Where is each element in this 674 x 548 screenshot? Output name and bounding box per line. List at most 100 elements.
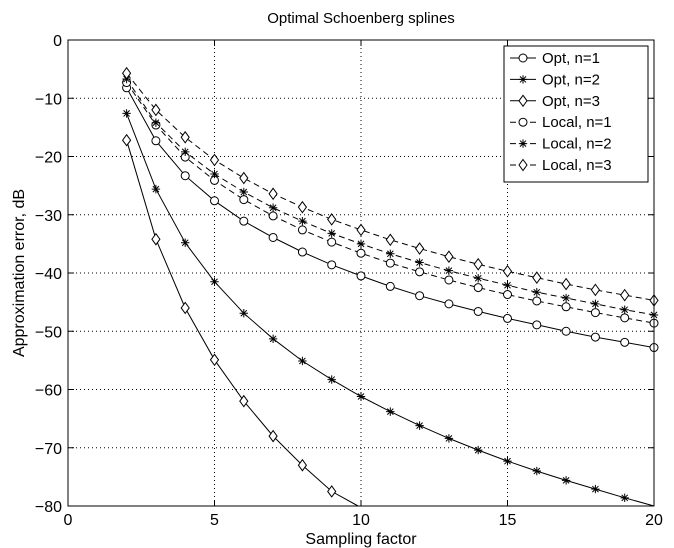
data-point-1 bbox=[590, 332, 600, 342]
legend-marker-2 bbox=[518, 75, 528, 84]
data-point-1 bbox=[151, 136, 161, 146]
legend-label-1: Opt, n=1 bbox=[542, 50, 600, 67]
data-point-2 bbox=[298, 356, 307, 366]
data-point-6 bbox=[532, 271, 542, 285]
y-tick-label: −50 bbox=[35, 324, 62, 341]
data-point-5 bbox=[386, 249, 395, 258]
data-point-1 bbox=[415, 291, 425, 301]
data-point-4 bbox=[620, 313, 630, 323]
data-point-6 bbox=[180, 130, 190, 144]
data-point-1 bbox=[180, 171, 190, 181]
data-point-2 bbox=[620, 493, 629, 503]
legend-marker-5 bbox=[518, 139, 528, 148]
y-tick-label: −80 bbox=[35, 499, 62, 516]
legend-box bbox=[503, 45, 649, 183]
data-point-2 bbox=[181, 238, 190, 247]
legend-marker-1 bbox=[518, 53, 528, 63]
data-point-1 bbox=[297, 247, 307, 257]
data-point-1 bbox=[268, 232, 278, 242]
x-tick-label: 10 bbox=[352, 512, 370, 529]
data-point-6 bbox=[356, 223, 366, 237]
data-point-1 bbox=[356, 271, 366, 281]
data-point-4 bbox=[415, 267, 425, 277]
data-point-5 bbox=[210, 169, 219, 179]
data-point-6 bbox=[561, 277, 571, 291]
data-point-4 bbox=[297, 225, 307, 235]
data-point-4 bbox=[268, 211, 278, 221]
data-point-3 bbox=[209, 353, 220, 367]
data-point-5 bbox=[239, 187, 248, 197]
series-line-3 bbox=[126, 140, 359, 507]
data-point-5 bbox=[620, 305, 629, 314]
y-axis-label: Approximation error, dB bbox=[11, 189, 28, 357]
x-tick-label: 20 bbox=[645, 512, 663, 529]
legend-marker-6 bbox=[518, 158, 528, 172]
data-point-1 bbox=[327, 260, 337, 270]
data-point-3 bbox=[268, 429, 278, 443]
data-point-6 bbox=[268, 187, 278, 201]
data-point-2 bbox=[268, 334, 278, 344]
data-point-2 bbox=[210, 277, 219, 286]
data-point-5 bbox=[327, 229, 336, 238]
data-point-1 bbox=[532, 320, 542, 330]
plot-frame bbox=[67, 39, 655, 507]
y-tick-label: 0 bbox=[53, 33, 62, 50]
data-point-4 bbox=[444, 275, 454, 285]
y-tick-label: −40 bbox=[35, 266, 62, 283]
data-point-6 bbox=[297, 200, 308, 214]
x-axis-label: Sampling factor bbox=[305, 531, 417, 548]
data-point-6 bbox=[151, 103, 161, 117]
data-point-1 bbox=[561, 326, 571, 336]
data-point-5 bbox=[474, 274, 483, 283]
legend-label-5: Local, n=2 bbox=[542, 136, 612, 153]
data-point-5 bbox=[532, 288, 541, 297]
data-point-6 bbox=[414, 242, 425, 255]
data-point-5 bbox=[503, 281, 512, 290]
y-tick-label: −10 bbox=[35, 91, 62, 108]
data-point-3 bbox=[180, 301, 190, 315]
data-point-5 bbox=[356, 239, 366, 249]
data-point-4 bbox=[356, 248, 366, 258]
data-point-1 bbox=[210, 196, 219, 206]
data-point-1 bbox=[473, 306, 483, 316]
data-point-3 bbox=[327, 485, 337, 498]
chart-title: Optimal Schoenberg splines bbox=[267, 10, 455, 27]
data-point-5 bbox=[561, 293, 571, 303]
data-point-5 bbox=[268, 203, 278, 212]
data-point-6 bbox=[327, 213, 337, 226]
data-point-2 bbox=[239, 308, 248, 318]
data-point-4 bbox=[327, 237, 337, 247]
data-point-4 bbox=[561, 302, 571, 312]
legend: Opt, n=1 Opt, n=2 Opt, n=3 Local, n=1 Local,… bbox=[503, 45, 649, 183]
data-point-1 bbox=[239, 216, 249, 226]
y-tick-label: −20 bbox=[35, 150, 62, 167]
data-point-1 bbox=[620, 337, 630, 347]
markers-layer bbox=[121, 66, 659, 503]
data-point-6 bbox=[620, 288, 630, 302]
y-tick-label: −60 bbox=[35, 383, 62, 400]
data-point-2 bbox=[503, 456, 512, 466]
data-point-4 bbox=[503, 290, 512, 300]
data-point-5 bbox=[298, 216, 307, 226]
x-tick-label: 15 bbox=[499, 512, 517, 529]
y-tick-label: −70 bbox=[35, 441, 62, 458]
data-point-4 bbox=[532, 296, 542, 306]
legend-label-2: Opt, n=2 bbox=[542, 71, 600, 88]
data-point-2 bbox=[122, 109, 131, 118]
data-point-4 bbox=[239, 195, 249, 205]
data-point-2 bbox=[356, 392, 366, 401]
data-point-2 bbox=[561, 476, 571, 485]
data-point-4 bbox=[590, 308, 600, 318]
data-point-6 bbox=[385, 233, 395, 247]
data-point-2 bbox=[591, 484, 600, 494]
legend-label-6: Local, n=3 bbox=[542, 157, 612, 174]
data-point-3 bbox=[121, 133, 132, 147]
x-tick-label: 5 bbox=[210, 512, 219, 529]
legend-label-3: Opt, n=3 bbox=[542, 93, 600, 110]
data-point-2 bbox=[151, 184, 161, 194]
data-point-5 bbox=[181, 147, 190, 157]
data-point-6 bbox=[121, 66, 132, 80]
data-point-6 bbox=[590, 283, 601, 297]
data-point-3 bbox=[151, 232, 161, 246]
data-point-6 bbox=[502, 264, 513, 278]
